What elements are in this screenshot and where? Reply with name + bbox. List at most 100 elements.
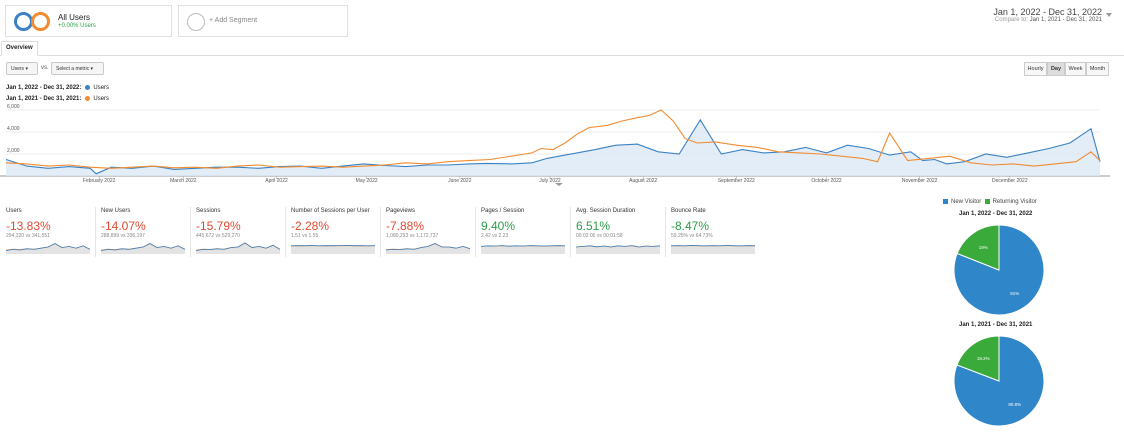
metric-tile[interactable]: Pageviews -7.88% 1,080,293 vs 1,172,737 — [386, 207, 476, 257]
metric-tile[interactable]: Avg. Session Duration 6.51% 00:02:06 vs 00… — [576, 207, 666, 257]
metric-tile[interactable]: Bounce Rate -8.47% 59.25% vs 64.73% — [671, 207, 761, 257]
legend-swatch-returning — [984, 199, 990, 204]
metric-sparkline — [196, 242, 281, 254]
granularity-day[interactable]: Day — [1047, 62, 1065, 76]
pie-slice-label: 19.2% — [977, 356, 990, 361]
vs-label: vs. — [41, 65, 49, 71]
legend-dot-blue — [85, 85, 91, 90]
x-tick-label: August 2022 — [629, 178, 657, 184]
segment-title: All Users — [58, 13, 91, 22]
pie-slice-new-visitor — [953, 224, 1045, 316]
sparkline-2022 — [481, 245, 566, 247]
sparkline-2022 — [196, 242, 281, 251]
legend-2021-metric: Users — [93, 96, 110, 103]
legend-2021: Jan 1, 2021 - Dec 31, 2021: Users — [6, 96, 109, 102]
metric-label: New Users — [101, 208, 131, 214]
granularity-hourly[interactable]: Hourly — [1024, 62, 1047, 76]
metric-select[interactable]: Users ▾ — [6, 62, 38, 75]
y-tick-label: 6,000 — [7, 104, 20, 110]
pie-title-2021: Jan 1, 2021 - Dec 31, 2021 — [959, 322, 1033, 328]
metric-change: -2.28% — [291, 219, 330, 233]
series-line-2022 — [5, 118, 1101, 175]
sparkline-fill — [386, 243, 470, 254]
metric-label: Users — [6, 208, 22, 214]
users-line-chart[interactable]: 6,000 4,000 2,000 February 2022 March 2022 Ap… — [0, 104, 1110, 190]
metric-tile[interactable]: Users -13.83% 294,320 vs 341,551 — [6, 207, 96, 257]
metric-change: -15.79% — [196, 219, 241, 233]
metric-label: Pages / Session — [481, 208, 525, 214]
granularity-week[interactable]: Week — [1065, 62, 1086, 76]
compare-prefix: Compare to: — [994, 17, 1028, 23]
legend-swatch-new — [943, 199, 948, 204]
pie-slice-returning-visitor — [956, 224, 1000, 271]
pie-slice-label: 80.8% — [1008, 402, 1021, 407]
metric-comparison: 1,080,293 vs 1,172,737 — [386, 233, 439, 239]
metric-sparkline — [101, 242, 186, 254]
pie-chart-2021: 80.8% 19.2% — [953, 335, 1045, 427]
granularity-month[interactable]: Month — [1086, 62, 1109, 76]
x-tick-label: March 2022 — [170, 178, 197, 184]
tab-overview[interactable]: Overview — [1, 41, 38, 56]
metric-sparkline — [386, 242, 471, 254]
pie-legend: New Visitor Returning Visitor — [943, 199, 1037, 205]
add-segment-icon — [187, 13, 205, 31]
metric-tile[interactable]: Pages / Session 9.40% 2.42 vs 2.23 — [481, 207, 571, 257]
pie-slice-label: 81% — [1010, 291, 1019, 296]
metric-sparkline — [291, 244, 376, 254]
metric-comparison: 294,320 vs 341,551 — [6, 233, 50, 239]
metric-tile[interactable]: Number of Sessions per User -2.28% 1.51 vs… — [291, 207, 381, 257]
pie-title-2022: Jan 1, 2022 - Dec 31, 2022 — [959, 211, 1033, 217]
metric-tile[interactable]: New Users -14.07% 288,899 vs 336,197 — [101, 207, 191, 257]
segment-all-users[interactable]: All Users +0.00% Users — [5, 5, 172, 37]
legend-2021-period: Jan 1, 2021 - Dec 31, 2021: — [6, 96, 82, 103]
compare-range: Compare to: Jan 1, 2021 - Dec 31, 2021 — [995, 17, 1102, 23]
add-segment-label: + Add Segment — [209, 17, 258, 24]
metric-change: -7.88% — [386, 219, 425, 233]
legend-dot-orange — [85, 96, 91, 101]
metric-sparkline — [6, 242, 91, 254]
x-tick-label: November 2022 — [902, 178, 938, 184]
metric-comparison: 59.25% vs 64.73% — [671, 233, 713, 239]
date-range-picker[interactable]: Jan 1, 2022 - Dec 31, 2022 — [993, 7, 1102, 17]
metric-comparison: 00:02:06 vs 00:01:58 — [576, 233, 623, 239]
metric-change: -13.83% — [6, 219, 51, 233]
metric-comparison: 288,899 vs 336,197 — [101, 233, 145, 239]
sparkline-fill — [481, 245, 565, 254]
compare-metric-select[interactable]: Select a metric ▾ — [51, 62, 104, 75]
metric-change: -8.47% — [671, 219, 710, 233]
metric-label: Avg. Session Duration — [576, 208, 636, 214]
x-tick-label: October 2022 — [811, 178, 842, 184]
sparkline-fill — [6, 243, 90, 254]
metric-change: -14.07% — [101, 219, 146, 233]
tab-divider — [0, 55, 1124, 56]
metric-tile[interactable]: Sessions -15.79% 445,672 vs 529,270 — [196, 207, 286, 257]
legend-2022: Jan 1, 2022 - Dec 31, 2022: Users — [6, 85, 109, 91]
sparkline-2022 — [386, 242, 471, 251]
metric-comparison: 1.51 vs 1.55 — [291, 233, 319, 239]
chevron-down-icon[interactable] — [1106, 13, 1112, 17]
metric-sparkline — [481, 245, 566, 254]
metric-label: Sessions — [196, 208, 221, 214]
pie-chart-2022: 81% 19% — [953, 224, 1045, 316]
legend-2022-period: Jan 1, 2022 - Dec 31, 2022: — [6, 85, 82, 92]
add-segment-button[interactable]: + Add Segment — [178, 5, 348, 37]
sparkline-fill — [576, 245, 660, 254]
sparkline-2022 — [101, 242, 186, 251]
x-tick-label: April 2022 — [265, 178, 288, 184]
metric-label: Number of Sessions per User — [291, 208, 370, 214]
metric-change: 9.40% — [481, 219, 516, 233]
x-tick-label: September 2022 — [718, 178, 755, 184]
chart-collapse-icon[interactable] — [555, 183, 563, 186]
pie-legend-new: New Visitor — [951, 199, 982, 206]
sparkline-fill — [101, 243, 185, 254]
pie-legend-returning: Returning Visitor — [992, 199, 1037, 206]
x-tick-label: February 2022 — [83, 178, 116, 184]
x-tick-label: June 2022 — [448, 178, 472, 184]
series-area-2022 — [6, 119, 1100, 176]
pie-slice-new-visitor — [953, 335, 1045, 427]
metric-comparison: 2.42 vs 2.23 — [481, 233, 509, 239]
x-tick-label: May 2022 — [356, 178, 378, 184]
metric-sparkline — [576, 245, 661, 254]
sparkline-2022 — [6, 242, 91, 251]
segment-rings-icon — [14, 12, 54, 32]
